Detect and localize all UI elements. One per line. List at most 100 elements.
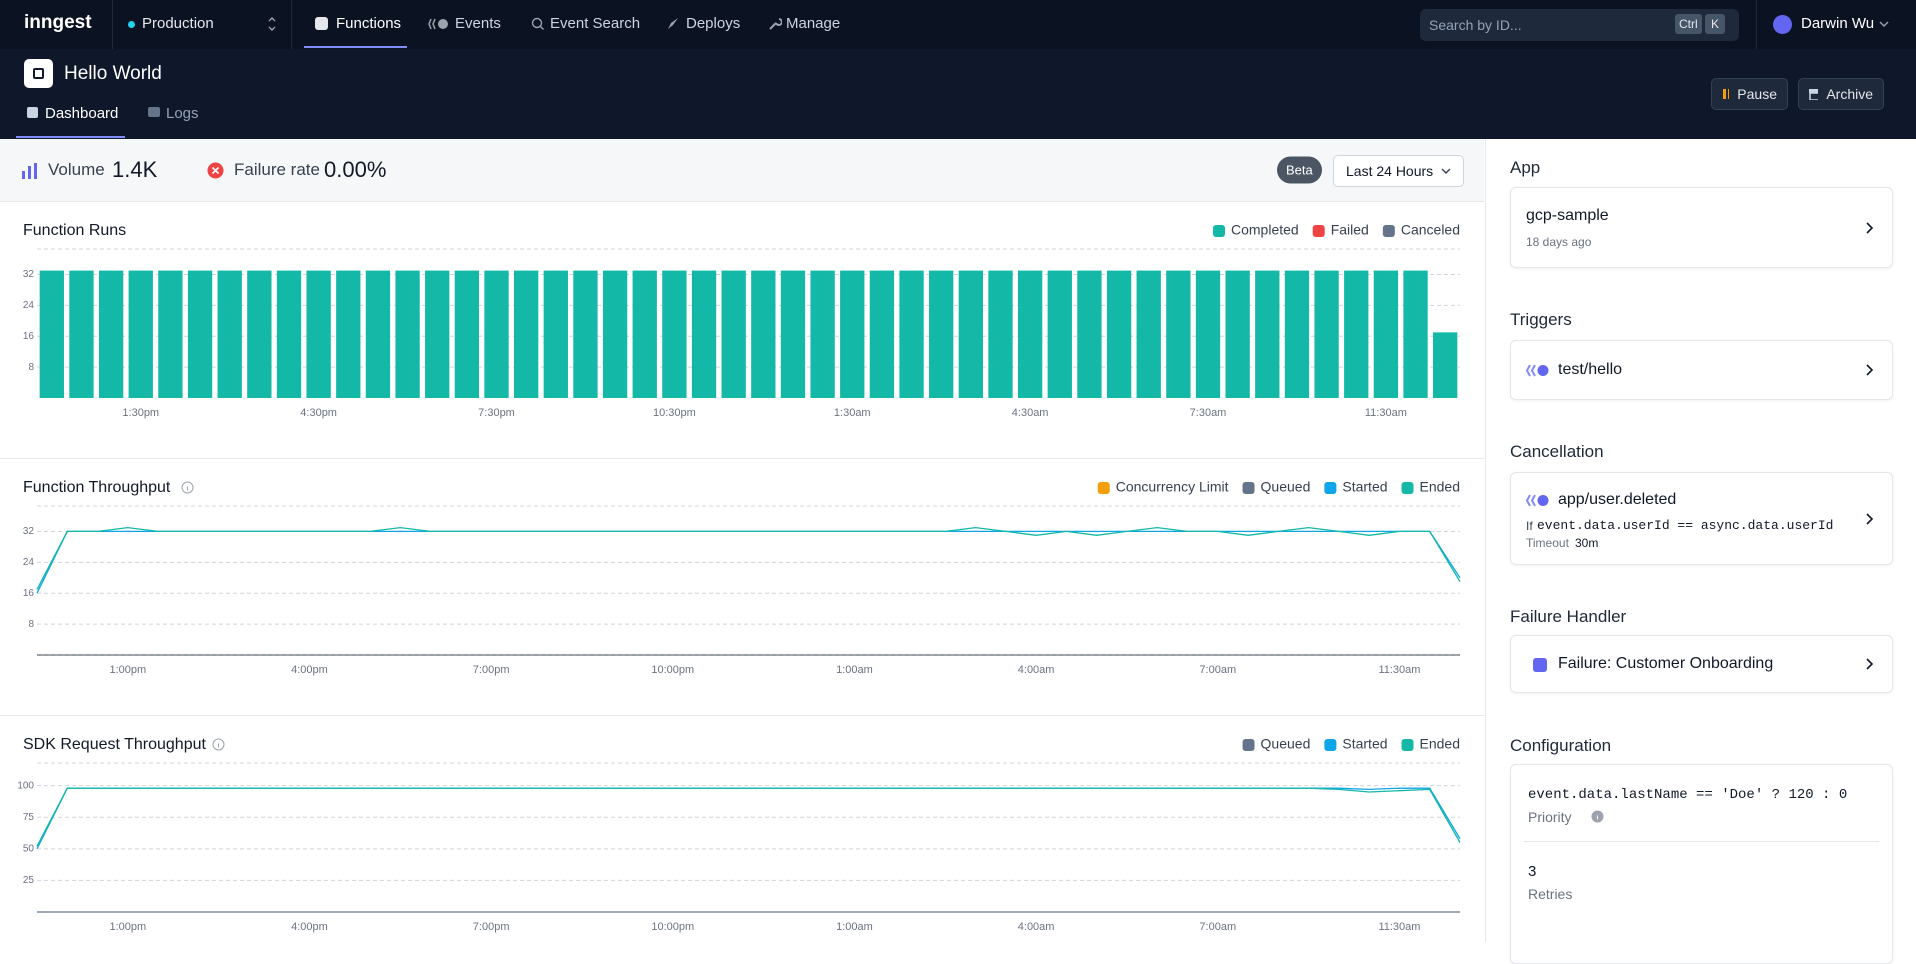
- bar: [573, 271, 597, 398]
- y-tick-label: 75: [23, 812, 35, 823]
- legend-label: Queued: [1261, 736, 1311, 752]
- bar: [544, 271, 568, 398]
- x-tick-label: 1:30am: [834, 407, 871, 419]
- info-icon[interactable]: [212, 738, 225, 751]
- archive-button[interactable]: Archive: [1798, 78, 1884, 110]
- bar: [1196, 271, 1220, 398]
- button-label: Archive: [1826, 86, 1873, 102]
- user-menu[interactable]: Darwin Wu: [1801, 15, 1874, 32]
- bar: [603, 271, 627, 398]
- bar: [40, 271, 64, 398]
- x-tick-label: 1:00pm: [109, 664, 146, 676]
- bar: [1374, 271, 1398, 398]
- x-tick-label: 10:00pm: [651, 921, 694, 933]
- x-tick-label: 7:00am: [1199, 664, 1236, 676]
- y-tick-label: 24: [23, 557, 35, 568]
- x-tick-label: 7:00am: [1199, 921, 1236, 933]
- range-label: Last 24 Hours: [1346, 163, 1433, 179]
- stat-label: Volume: [48, 160, 105, 180]
- x-tick-label: 4:00pm: [291, 664, 328, 676]
- cancellation-card[interactable]: app/user.deleted If event.data.userId ==…: [1510, 472, 1893, 565]
- legend-label: Canceled: [1401, 222, 1460, 238]
- x-tick-label: 11:30am: [1365, 407, 1407, 419]
- y-tick-label: 32: [23, 269, 35, 280]
- x-tick-label: 4:00am: [1018, 921, 1055, 933]
- search-icon: [531, 17, 545, 31]
- bar: [692, 271, 716, 398]
- volume-icon: [22, 163, 38, 179]
- wrench-icon: [768, 17, 782, 31]
- nav-tab[interactable]: Event Search: [550, 15, 640, 32]
- pause-button[interactable]: Pause: [1711, 78, 1788, 110]
- sub-tab[interactable]: Logs: [166, 105, 199, 122]
- nav-tab[interactable]: Events: [455, 15, 501, 32]
- bar: [366, 271, 390, 398]
- legend-label: Queued: [1261, 479, 1311, 495]
- failure-handler-name: Failure: Customer Onboarding: [1558, 655, 1773, 673]
- legend-marker: [1213, 225, 1225, 237]
- legend-marker: [1402, 482, 1414, 494]
- bar: [1314, 271, 1338, 398]
- legend-marker: [1243, 482, 1255, 494]
- bar: [1403, 271, 1427, 398]
- trigger-event: test/hello: [1558, 361, 1622, 379]
- bar: [929, 271, 953, 398]
- nav-tab[interactable]: Functions: [336, 15, 401, 32]
- x-tick-label: 4:00am: [1018, 664, 1055, 676]
- x-tick-label: 1:00am: [836, 921, 873, 933]
- trigger-card[interactable]: test/hello: [1510, 340, 1893, 400]
- priority-expression: event.data.lastName == 'Doe' ? 120 : 0: [1528, 787, 1847, 803]
- priority-label: Priority: [1528, 809, 1572, 825]
- sub-tab[interactable]: Dashboard: [45, 105, 118, 122]
- x-tick-label: 4:30pm: [300, 407, 337, 419]
- bar: [306, 271, 330, 398]
- legend-label: Ended: [1420, 479, 1460, 495]
- app-updated: 18 days ago: [1526, 235, 1591, 249]
- search-box[interactable]: Search by ID... Ctrl K: [1420, 9, 1739, 41]
- function-title: Hello World: [64, 63, 162, 85]
- bar: [277, 271, 301, 398]
- bar: [899, 271, 923, 398]
- failure-icon: [207, 162, 224, 179]
- x-tick-label: 4:00pm: [291, 921, 328, 933]
- bar: [425, 271, 449, 398]
- bar: [781, 271, 805, 398]
- section-heading: Configuration: [1510, 736, 1611, 756]
- bar: [1137, 271, 1161, 398]
- bar: [336, 271, 360, 398]
- y-tick-label: 16: [23, 588, 35, 599]
- series-line: [37, 528, 1460, 590]
- range-selector[interactable]: Last 24 Hours: [1333, 155, 1464, 187]
- retries-value: 3: [1528, 863, 1536, 880]
- cancel-expression: event.data.userId == async.data.userId: [1537, 518, 1833, 533]
- stats-bar: Volume 1.4K Failure rate 0.00% Beta Last…: [0, 139, 1484, 202]
- x-tick-label: 7:30pm: [478, 407, 515, 419]
- legend-label: Ended: [1420, 736, 1460, 752]
- bar: [1018, 271, 1042, 398]
- bar: [188, 271, 212, 398]
- cancel-event: app/user.deleted: [1558, 491, 1676, 509]
- stat-value: 0.00%: [324, 157, 386, 183]
- x-tick-label: 1:00am: [836, 664, 873, 676]
- timeout-value: 30m: [1575, 536, 1598, 550]
- bar: [1344, 271, 1368, 398]
- bar: [662, 271, 686, 398]
- bar: [840, 271, 864, 398]
- info-icon[interactable]: [181, 481, 194, 494]
- series-line: [37, 788, 1460, 849]
- nav-tab[interactable]: Deploys: [686, 15, 740, 32]
- events-icon: [428, 17, 450, 31]
- timeout-label: Timeout: [1526, 536, 1569, 550]
- failure-handler-card[interactable]: Failure: Customer Onboarding: [1510, 635, 1893, 693]
- environment-selector[interactable]: Production: [142, 15, 214, 32]
- logo[interactable]: inngest: [24, 12, 92, 34]
- x-tick-label: 1:00pm: [109, 921, 146, 933]
- bar: [1077, 271, 1101, 398]
- bar: [722, 271, 746, 398]
- app-card[interactable]: gcp-sample 18 days ago: [1510, 187, 1893, 268]
- x-tick-label: 10:00pm: [651, 664, 694, 676]
- top-nav: inngest Production Functions Events Even…: [0, 0, 1916, 49]
- x-tick-label: 11:30am: [1378, 664, 1420, 676]
- legend-label: Started: [1342, 736, 1387, 752]
- nav-tab[interactable]: Manage: [786, 15, 840, 32]
